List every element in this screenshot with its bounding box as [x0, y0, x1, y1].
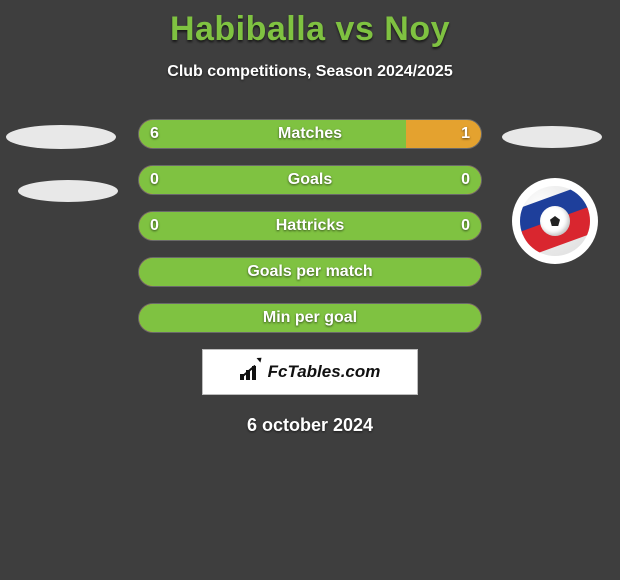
stat-right-value: 0	[461, 211, 470, 241]
stat-left-value: 0	[150, 211, 159, 241]
bar-full-fill	[139, 304, 481, 332]
page-title: Habiballa vs Noy	[0, 0, 620, 49]
bar-full-fill	[139, 258, 481, 286]
bar-left-fill	[139, 120, 406, 148]
date-label: 6 october 2024	[0, 415, 620, 436]
stat-row-goals: 0 Goals 0	[138, 165, 482, 195]
stat-row-hattricks: 0 Hattricks 0	[138, 211, 482, 241]
bar-track	[138, 303, 482, 333]
bar-track	[138, 211, 482, 241]
brand-text: FcTables.com	[268, 362, 381, 382]
bar-track	[138, 257, 482, 287]
widget-container: Habiballa vs Noy Club competitions, Seas…	[0, 0, 620, 436]
stat-row-min-per-goal: Min per goal	[138, 303, 482, 333]
stat-right-value: 1	[461, 119, 470, 149]
subtitle: Club competitions, Season 2024/2025	[0, 63, 620, 81]
bar-track	[138, 119, 482, 149]
stat-right-value: 0	[461, 165, 470, 195]
bar-track	[138, 165, 482, 195]
stat-left-value: 6	[150, 119, 159, 149]
stat-row-goals-per-match: Goals per match	[138, 257, 482, 287]
chart-arrow-icon	[240, 364, 262, 380]
bar-full-fill	[139, 166, 481, 194]
stat-row-matches: 6 Matches 1	[138, 119, 482, 149]
stats-area: 6 Matches 1 0 Goals 0 0 Hattricks 0 Goal…	[0, 119, 620, 333]
stat-left-value: 0	[150, 165, 159, 195]
brand-box[interactable]: FcTables.com	[202, 349, 418, 395]
brand-inner: FcTables.com	[240, 362, 381, 382]
bar-full-fill	[139, 212, 481, 240]
